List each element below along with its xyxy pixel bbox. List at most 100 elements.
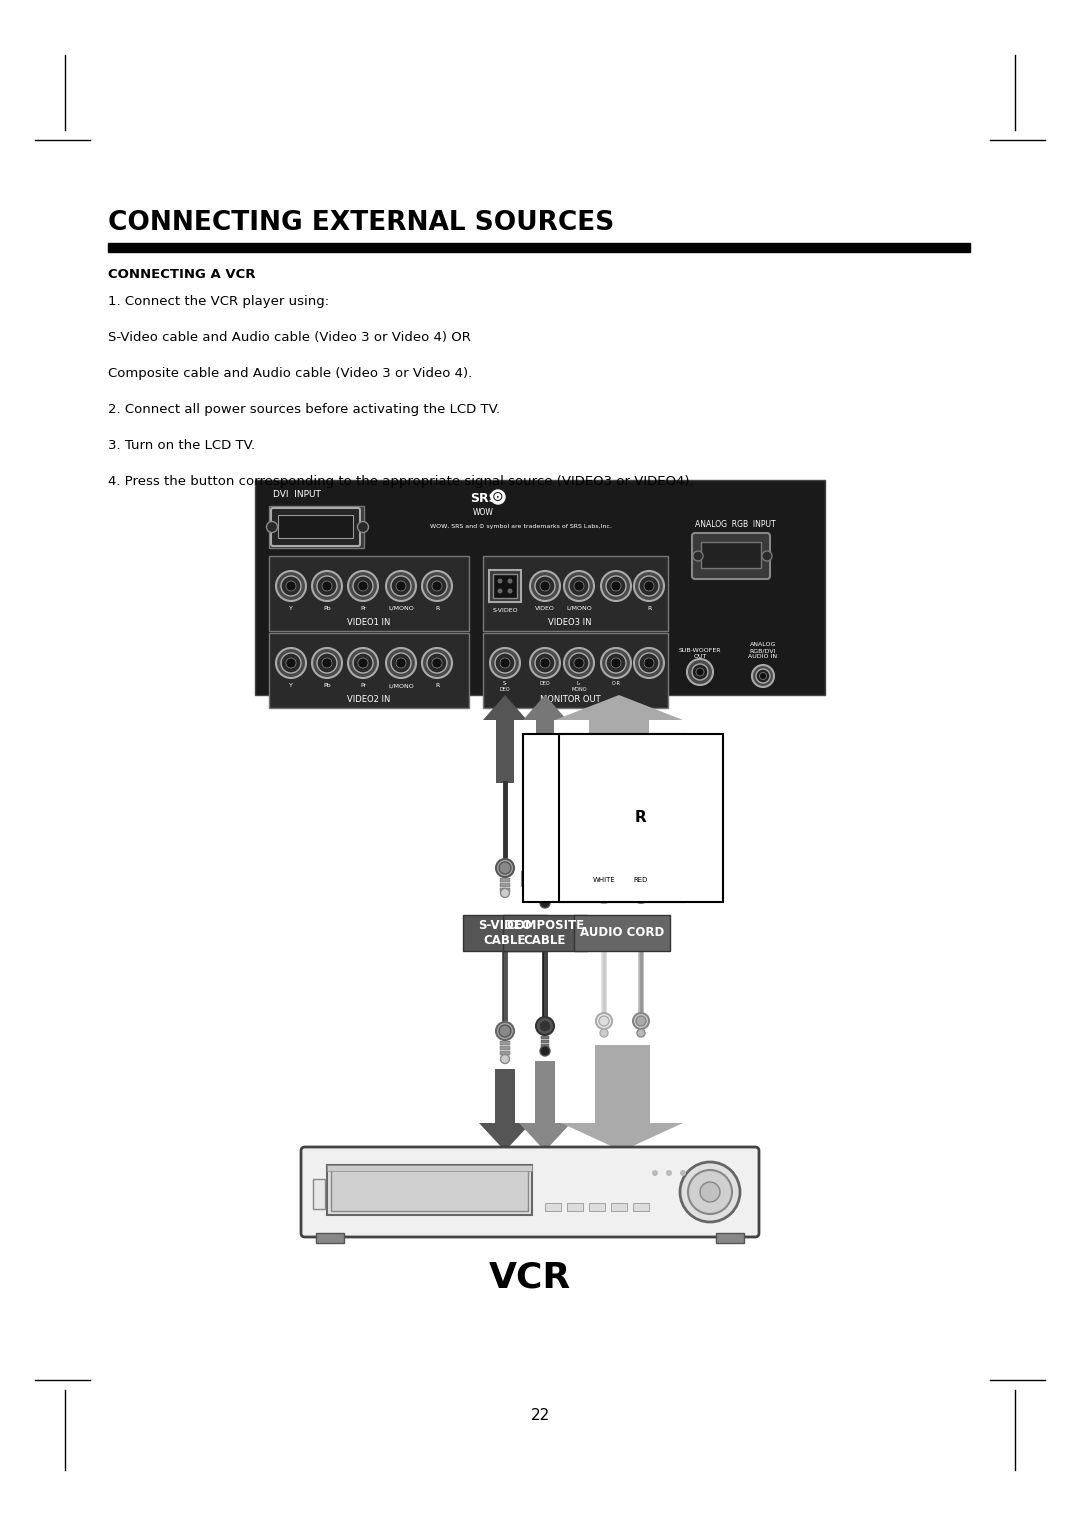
Bar — [327, 1164, 532, 1170]
Bar — [269, 556, 469, 631]
Text: Y: Y — [289, 607, 293, 611]
Circle shape — [611, 581, 621, 591]
Text: ANALOG  RGB  INPUT: ANALOG RGB INPUT — [696, 520, 775, 529]
Text: Pr: Pr — [360, 607, 366, 611]
Text: O-R: O-R — [611, 681, 621, 686]
Circle shape — [508, 588, 513, 593]
Bar — [611, 1203, 627, 1212]
Circle shape — [540, 581, 550, 591]
Circle shape — [286, 581, 296, 591]
Text: Pb: Pb — [323, 683, 330, 688]
Bar — [269, 506, 364, 549]
Text: Composite cable and Audio cable (Video 3 or Video 4).: Composite cable and Audio cable (Video 3… — [108, 367, 472, 380]
Circle shape — [530, 648, 561, 678]
Text: Pb: Pb — [323, 607, 330, 611]
Circle shape — [540, 659, 550, 668]
Circle shape — [756, 669, 770, 683]
Text: SRS: SRS — [470, 492, 498, 504]
Text: VIDEO3 IN: VIDEO3 IN — [549, 617, 592, 626]
Circle shape — [357, 521, 368, 532]
Text: S-Video cable and Audio cable (Video 3 or Video 4) OR: S-Video cable and Audio cable (Video 3 o… — [108, 332, 471, 344]
Circle shape — [422, 571, 453, 601]
Text: VIDEO1 IN: VIDEO1 IN — [348, 617, 391, 626]
Circle shape — [422, 648, 453, 678]
Bar — [500, 1041, 510, 1045]
Text: L/MONO: L/MONO — [388, 683, 414, 688]
Bar — [483, 633, 669, 707]
Circle shape — [652, 1170, 658, 1177]
Circle shape — [348, 571, 378, 601]
Circle shape — [637, 1028, 645, 1038]
Text: L/MONO: L/MONO — [566, 607, 592, 611]
Circle shape — [396, 659, 406, 668]
Circle shape — [391, 652, 411, 672]
Bar — [541, 894, 549, 897]
Circle shape — [432, 581, 442, 591]
Circle shape — [312, 648, 342, 678]
Text: 3. Turn on the LCD TV.: 3. Turn on the LCD TV. — [108, 439, 255, 452]
Circle shape — [599, 889, 609, 900]
Polygon shape — [555, 695, 683, 720]
Circle shape — [666, 1170, 672, 1177]
Text: R: R — [635, 810, 647, 825]
Circle shape — [639, 652, 659, 672]
Bar — [330, 1169, 528, 1212]
FancyBboxPatch shape — [271, 507, 360, 545]
Polygon shape — [480, 1123, 531, 1151]
Circle shape — [536, 850, 554, 866]
Bar — [586, 872, 622, 886]
Circle shape — [318, 652, 337, 672]
Circle shape — [644, 659, 654, 668]
Text: WOW: WOW — [473, 507, 494, 516]
Text: YELLOW: YELLOW — [529, 874, 561, 883]
Circle shape — [432, 659, 442, 668]
Bar — [495, 1070, 515, 1123]
Circle shape — [644, 581, 654, 591]
Circle shape — [611, 659, 621, 668]
Circle shape — [536, 1018, 554, 1034]
Circle shape — [276, 571, 306, 601]
Circle shape — [498, 588, 502, 593]
Circle shape — [386, 571, 416, 601]
Circle shape — [281, 652, 301, 672]
Circle shape — [322, 581, 332, 591]
Bar — [255, 480, 825, 695]
Text: ⊙: ⊙ — [492, 490, 503, 504]
Circle shape — [312, 571, 342, 601]
Text: L/MONO: L/MONO — [388, 607, 414, 611]
Bar — [489, 570, 521, 602]
Text: VIDEO2 IN: VIDEO2 IN — [348, 695, 391, 704]
Circle shape — [540, 898, 550, 908]
Text: CONNECTING A VCR: CONNECTING A VCR — [108, 267, 256, 281]
Circle shape — [539, 853, 551, 863]
Circle shape — [688, 1170, 732, 1215]
Text: R: R — [647, 607, 651, 611]
Circle shape — [569, 652, 589, 672]
Circle shape — [569, 576, 589, 596]
Circle shape — [600, 648, 631, 678]
Circle shape — [634, 571, 664, 601]
Circle shape — [396, 581, 406, 591]
Bar — [541, 886, 549, 889]
Text: L: L — [599, 810, 609, 825]
Circle shape — [573, 659, 584, 668]
Circle shape — [386, 648, 416, 678]
Circle shape — [535, 576, 555, 596]
Text: AUDIO CORD: AUDIO CORD — [580, 926, 664, 940]
Circle shape — [499, 1025, 511, 1038]
Circle shape — [491, 490, 505, 504]
Text: WHITE: WHITE — [593, 877, 616, 883]
Bar — [492, 575, 517, 597]
Text: L-
MONO: L- MONO — [571, 681, 586, 692]
Bar — [521, 871, 569, 886]
Bar — [500, 1047, 510, 1050]
Bar — [545, 1203, 561, 1212]
Circle shape — [564, 648, 594, 678]
Circle shape — [357, 581, 368, 591]
Circle shape — [495, 652, 515, 672]
Circle shape — [687, 659, 713, 685]
Bar — [541, 898, 549, 902]
Circle shape — [490, 648, 519, 678]
Circle shape — [500, 659, 510, 668]
Text: COMPOSITE
CABLE: COMPOSITE CABLE — [505, 918, 584, 947]
